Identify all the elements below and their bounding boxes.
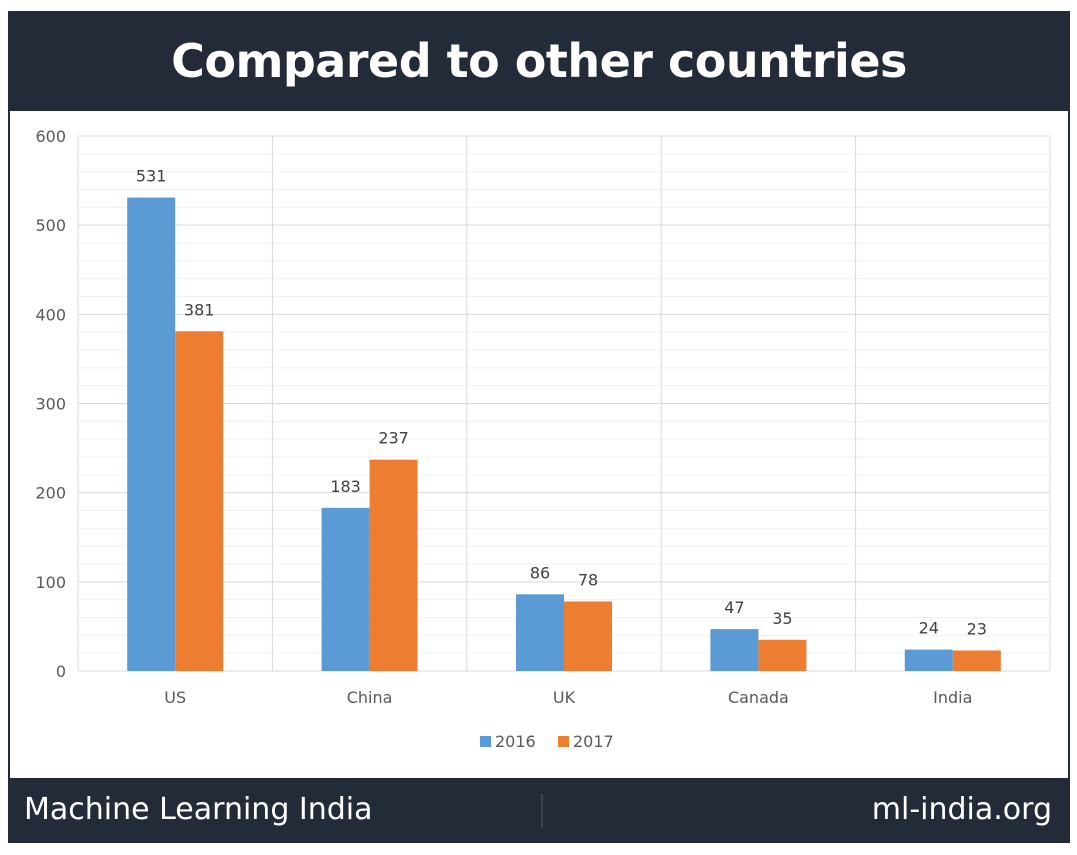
- data-label: 237: [378, 429, 409, 448]
- y-tick-label: 200: [35, 484, 66, 503]
- bar-chart: 0 100 200 300 400 500 600 531 381 US 183 237 China 86…: [35, 127, 1051, 751]
- bar-2017-china: [369, 459, 418, 671]
- data-label: 86: [530, 563, 550, 582]
- y-tick-label: 400: [35, 305, 66, 324]
- chart-frame: Compared to other countries 0 100 200 300 40…: [8, 11, 1070, 843]
- footer-divider: [541, 794, 543, 828]
- data-label: 381: [184, 300, 215, 319]
- footer-bar: Machine Learning India ml-india.org: [8, 778, 1070, 843]
- x-tick-label: India: [933, 688, 972, 707]
- footer-website: ml-india.org: [871, 792, 1052, 827]
- legend-swatch: [480, 736, 491, 747]
- y-tick-label: 600: [35, 127, 66, 146]
- data-label: 78: [578, 570, 598, 589]
- y-tick-label: 300: [35, 395, 66, 414]
- bar-2017-us: [175, 331, 224, 671]
- bar-2016-us: [127, 197, 176, 671]
- data-label: 183: [330, 477, 361, 496]
- bar-2017-india: [952, 650, 1001, 671]
- data-label: 23: [967, 619, 987, 638]
- data-label: 531: [136, 167, 167, 186]
- x-tick-label: China: [347, 688, 393, 707]
- bar-2016-china: [321, 507, 370, 671]
- x-tick-label: US: [164, 688, 186, 707]
- data-label: 24: [919, 619, 939, 638]
- y-tick-label: 500: [35, 216, 66, 235]
- legend-entry: 2017: [573, 732, 614, 751]
- bar-2017-canada: [758, 639, 807, 671]
- bar-2016-canada: [710, 629, 759, 671]
- chart-title: Compared to other countries: [171, 33, 907, 88]
- x-tick-label: UK: [553, 688, 576, 707]
- legend-swatch: [558, 736, 569, 747]
- legend-entry: 2016: [495, 732, 536, 751]
- bar-2016-uk: [516, 594, 564, 671]
- header-bar: Compared to other countries: [8, 11, 1070, 110]
- chart-panel: 0 100 200 300 400 500 600 531 381 US 183 237 China 86…: [10, 111, 1068, 778]
- y-tick-label: 0: [56, 662, 66, 681]
- y-tick-label: 100: [35, 573, 66, 592]
- data-label: 47: [724, 598, 744, 617]
- footer-brand: Machine Learning India: [24, 792, 373, 827]
- data-label: 35: [772, 609, 792, 628]
- bar-2016-india: [904, 649, 953, 671]
- bar-2017-uk: [564, 601, 612, 671]
- x-tick-label: Canada: [728, 688, 789, 707]
